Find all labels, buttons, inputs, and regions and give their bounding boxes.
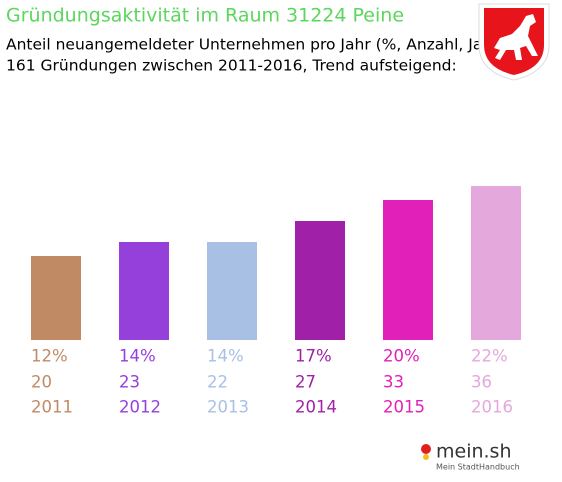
x-tick-label: 2016 xyxy=(471,398,513,417)
logo-text: mein.sh xyxy=(436,441,512,463)
value-label: 14% xyxy=(207,347,244,366)
x-tick-label: 2013 xyxy=(207,398,249,417)
count-label: 23 xyxy=(119,373,140,392)
count-label: 20 xyxy=(31,373,52,392)
value-label: 22% xyxy=(471,347,508,366)
bar xyxy=(207,242,257,340)
value-label: 17% xyxy=(295,347,332,366)
x-tick-label: 2014 xyxy=(295,398,337,417)
count-label: 27 xyxy=(295,373,316,392)
brand-logo: mein.sh Mein StadtHandbuch xyxy=(421,441,520,472)
value-label: 20% xyxy=(383,347,420,366)
value-label: 12% xyxy=(31,347,68,366)
bar xyxy=(31,256,81,340)
logo-dot xyxy=(423,454,429,460)
bar xyxy=(119,242,169,340)
x-tick-label: 2011 xyxy=(31,398,73,417)
bar xyxy=(471,186,521,340)
logo-tagline: Mein StadtHandbuch xyxy=(436,463,520,472)
x-tick-label: 2015 xyxy=(383,398,425,417)
x-tick-label: 2012 xyxy=(119,398,161,417)
subtitle: Anteil neuangemeldeter Unternehmen pro J… xyxy=(6,36,505,54)
bar xyxy=(383,200,433,340)
count-label: 36 xyxy=(471,373,492,392)
count-label: 33 xyxy=(383,373,404,392)
count-label: 22 xyxy=(207,373,228,392)
chart-title: Gründungsaktivität im Raum 31224 Peine xyxy=(6,5,404,27)
subtitle: 161 Gründungen zwischen 2011-2016, Trend… xyxy=(6,57,457,75)
value-label: 14% xyxy=(119,347,156,366)
coat-of-arms xyxy=(478,3,550,81)
bar xyxy=(295,221,345,340)
logo-dot xyxy=(421,444,431,454)
